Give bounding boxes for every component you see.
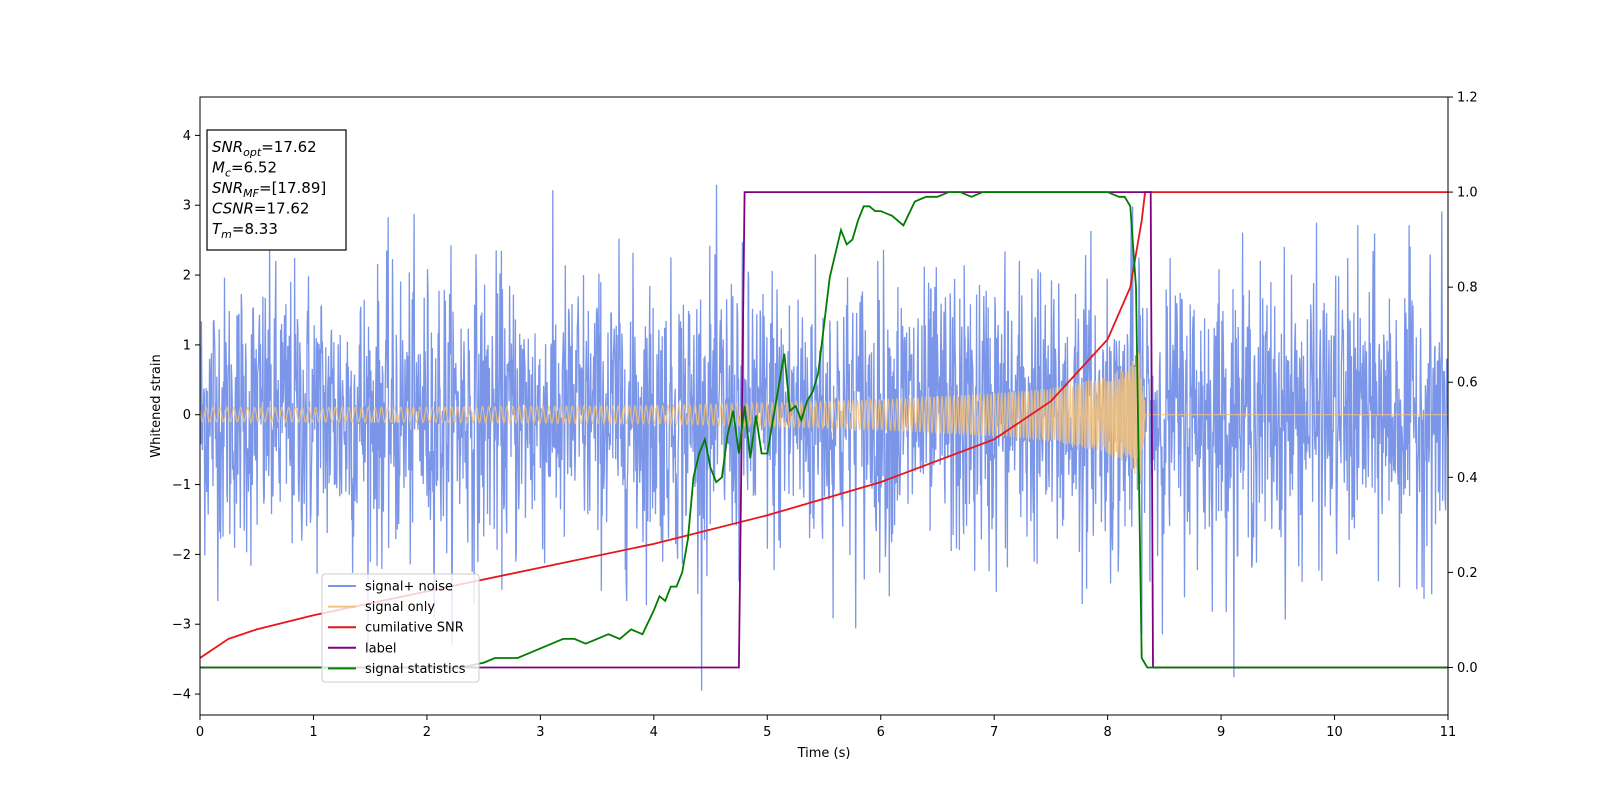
y-left-tick-label: 1 — [183, 338, 191, 353]
info-row-value: =6.52 — [231, 159, 277, 177]
x-tick-label: 6 — [877, 725, 885, 740]
info-row: Mc=6.52 — [212, 159, 277, 180]
info-row-subscript: m — [221, 228, 232, 241]
x-tick-label: 8 — [1103, 725, 1111, 740]
legend-frame — [321, 573, 480, 683]
plot-frame — [199, 96, 1449, 716]
y-right-tick-label: 0.8 — [1457, 281, 1478, 296]
x-tick-label: 9 — [1217, 725, 1225, 740]
x-axis-label: Time (s) — [797, 746, 851, 761]
info-row: SNRopt=17.62 — [212, 138, 317, 159]
x-tick-label: 0 — [196, 725, 204, 740]
series-layer — [200, 184, 1448, 691]
legend-label: signal only — [365, 600, 435, 615]
x-tick-label: 1 — [309, 725, 317, 740]
legend-label: label — [365, 641, 396, 656]
x-tick-label: 11 — [1440, 725, 1457, 740]
y-left-tick-label: −4 — [172, 688, 191, 703]
y-axis-right: 0.0 0.2 0.4 0.6 0.8 1.0 1.2 — [1448, 91, 1478, 676]
x-tick-label: 5 — [763, 725, 771, 740]
series-signal-only — [200, 350, 1448, 482]
info-row: Tm=8.33 — [212, 220, 278, 241]
y-right-tick-label: 1.0 — [1457, 186, 1478, 201]
legend-label: signal+ noise — [365, 580, 453, 595]
y-right-tick-label: 0.2 — [1457, 566, 1478, 581]
x-tick-label: 2 — [423, 725, 431, 740]
series-cumilative-snr — [200, 191, 1448, 659]
y-left-tick-label: −3 — [172, 618, 191, 633]
info-row-symbol: CSNR — [212, 200, 254, 218]
x-axis: 0 1 2 3 4 5 6 7 8 9 10 11 — [196, 715, 1456, 740]
info-row-value: =[17.89] — [259, 179, 326, 197]
info-row-value: =17.62 — [261, 138, 317, 156]
y-axis-left: −4 −3 −2 −1 0 1 2 3 4 — [172, 129, 200, 703]
info-row: CSNR=17.62 — [212, 200, 309, 218]
y-axis-label: Whitened strain — [149, 354, 164, 457]
x-tick-label: 10 — [1326, 725, 1343, 740]
info-box: SNRopt=17.62Mc=6.52SNRMF=[17.89]CSNR=17.… — [206, 129, 347, 251]
info-row-symbol: M — [212, 159, 225, 177]
info-row-symbol: SNR — [212, 138, 243, 156]
info-row-symbol: T — [212, 220, 223, 238]
info-row-value: =8.33 — [232, 220, 278, 238]
y-right-tick-label: 0.6 — [1457, 376, 1478, 391]
info-row-subscript: opt — [243, 146, 262, 159]
legend-label: signal statistics — [365, 662, 466, 677]
y-left-tick-label: 4 — [183, 129, 191, 144]
info-row-subscript: MF — [243, 187, 259, 200]
x-tick-label: 4 — [650, 725, 658, 740]
x-tick-label: 7 — [990, 725, 998, 740]
y-right-tick-label: 1.2 — [1457, 91, 1478, 106]
info-row-value: =17.62 — [254, 200, 310, 218]
info-row-subscript: c — [225, 167, 231, 180]
info-box-frame — [206, 129, 347, 251]
info-row: SNRMF=[17.89] — [212, 179, 326, 200]
legend-label: cumilative SNR — [365, 621, 464, 636]
y-right-tick-label: 0.4 — [1457, 471, 1478, 486]
y-left-tick-label: −2 — [172, 548, 191, 563]
y-left-tick-label: 0 — [183, 408, 191, 423]
y-left-tick-label: −1 — [172, 478, 191, 493]
y-left-tick-label: 3 — [183, 199, 191, 214]
y-left-tick-label: 2 — [183, 269, 191, 284]
legend: signal+ noise signal only cumilative SNR la… — [321, 573, 480, 683]
series-signal-plus-noise — [200, 184, 1448, 691]
info-row-symbol: SNR — [212, 179, 243, 197]
x-tick-label: 3 — [536, 725, 544, 740]
series-signal-statistics — [200, 191, 1448, 669]
y-right-tick-label: 0.0 — [1457, 661, 1478, 676]
